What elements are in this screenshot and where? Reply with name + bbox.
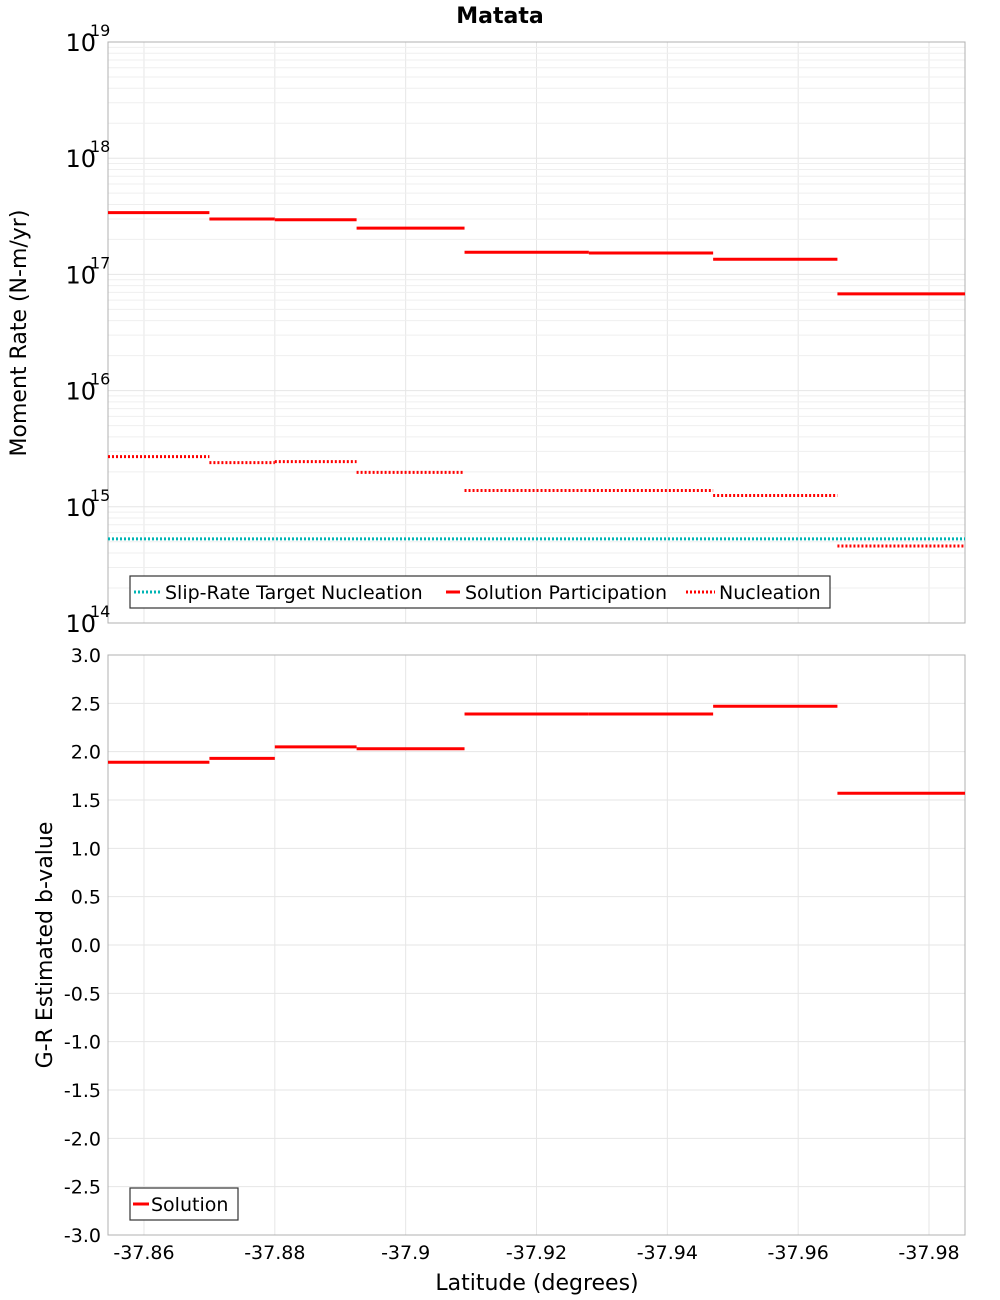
x-tick-label: -37.88 <box>244 1242 305 1264</box>
b-value-y-axis-label: G-R Estimated b-value <box>33 822 58 1069</box>
moment-rate-plot-frame <box>107 41 966 624</box>
chart-title: Matata <box>456 4 543 29</box>
x-axis-label: Latitude (degrees) <box>435 1271 638 1296</box>
x-tick-label: -37.98 <box>898 1242 959 1264</box>
y-tick-label-base: 10 <box>65 145 96 173</box>
y-tick-label: -0.5 <box>64 983 101 1005</box>
moment-rate-legend: Slip-Rate Target Nucleation Solution Par… <box>129 575 831 609</box>
x-tick-label: -37.96 <box>768 1242 829 1264</box>
b-value-series <box>108 704 965 795</box>
y-tick-label-base: 10 <box>65 261 96 289</box>
y-tick-label-base: 10 <box>65 610 96 638</box>
y-tick-label-exponent: 14 <box>90 602 110 621</box>
y-tick-label: 3.0 <box>71 645 101 667</box>
legend-label-participation: Solution Participation <box>465 582 667 604</box>
y-tick-label: 0.5 <box>71 887 101 909</box>
y-tick-label-exponent: 18 <box>90 137 110 156</box>
b-value-panel: 3.0 2.5 2.0 1.5 1.0 0.5 0.0 -0.5 -1.0 -1.5 -2.0 -2.… <box>33 645 966 1296</box>
b-value-legend: Solution <box>129 1187 239 1221</box>
x-tick-label: -37.92 <box>506 1242 567 1264</box>
moment-rate-legend-box <box>129 575 831 609</box>
b-value-plot-frame <box>107 654 966 1236</box>
x-tick-label: -37.86 <box>113 1242 174 1264</box>
y-tick-label-exponent: 17 <box>90 253 110 272</box>
y-tick-label: 1.5 <box>71 790 101 812</box>
y-tick-label-base: 10 <box>65 378 96 406</box>
y-tick-label: -2.5 <box>64 1177 101 1199</box>
y-tick-label: -2.0 <box>64 1128 101 1150</box>
moment-rate-y-axis-label: Moment Rate (N-m/yr) <box>7 210 32 457</box>
y-tick-label-base: 10 <box>65 29 96 57</box>
moment-rate-gridlines <box>108 42 965 624</box>
y-tick-label: 0.0 <box>71 935 101 957</box>
y-tick-label: 1.0 <box>71 838 101 860</box>
y-tick-label-exponent: 16 <box>90 370 110 389</box>
y-tick-label: -1.5 <box>64 1080 101 1102</box>
legend-label-target: Slip-Rate Target Nucleation <box>165 582 423 604</box>
moment-rate-series <box>108 211 965 548</box>
y-tick-label: -1.0 <box>64 1032 101 1054</box>
y-tick-label-base: 10 <box>65 494 96 522</box>
x-tick-label: -37.9 <box>381 1242 430 1264</box>
legend-label-solution: Solution <box>151 1194 228 1216</box>
b-value-y-tick-labels: 3.0 2.5 2.0 1.5 1.0 0.5 0.0 -0.5 -1.0 -1.5 -2.0 -2.… <box>64 645 101 1247</box>
legend-label-nucleation: Nucleation <box>719 582 821 604</box>
y-tick-label: 2.5 <box>71 693 101 715</box>
y-tick-label-exponent: 15 <box>90 486 110 505</box>
x-tick-labels: -37.86 -37.88 -37.9 -37.92 -37.94 -37.96 -37.9… <box>113 1242 959 1264</box>
y-tick-label: 2.0 <box>71 742 101 764</box>
b-value-gridlines <box>108 654 965 1236</box>
y-tick-label: -3.0 <box>64 1225 101 1247</box>
y-tick-label-exponent: 19 <box>90 21 110 40</box>
x-tick-label: -37.94 <box>637 1242 698 1264</box>
